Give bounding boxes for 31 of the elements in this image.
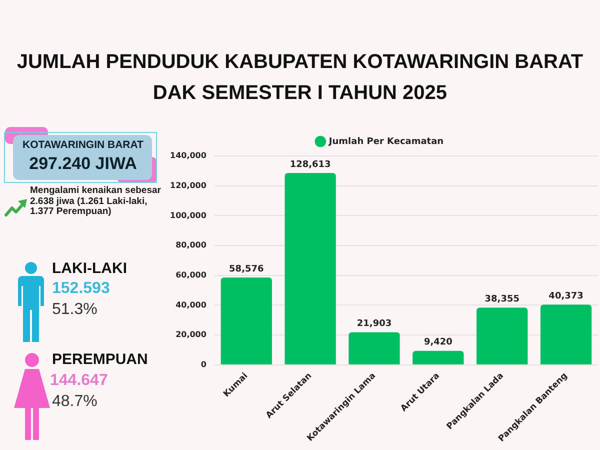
data-label: 58,576 [229, 264, 264, 274]
bar [540, 304, 592, 364]
y-tick-label: 40,000 [176, 300, 207, 310]
y-tick-label: 0 [200, 360, 207, 369]
text: LAKI-LAKI [52, 260, 127, 277]
text: PEREMPUAN [52, 351, 148, 368]
y-tick-label: 80,000 [176, 240, 207, 250]
legend-label: Jumlah Per Kecamatan [328, 136, 444, 147]
text: 152.593 [52, 280, 110, 298]
data-label: 9,420 [424, 338, 452, 348]
y-tick-label: 100,000 [170, 210, 207, 220]
data-label: 21,903 [356, 319, 392, 330]
bar [412, 350, 464, 364]
text: 51.3% [52, 301, 98, 319]
bar [284, 172, 336, 364]
y-tick-label: 140,000 [170, 151, 207, 160]
bar [348, 332, 400, 364]
bar [220, 278, 272, 364]
chart-title: JUMLAH PENDUDUK KABUPATEN KOTAWARINGIN BARAT DAK SEMESTER I TAHUN 2025 [16, 50, 584, 106]
text: 297.240 JIWA [28, 154, 138, 174]
data-label: 38,355 [484, 294, 520, 305]
text: 48.7% [52, 393, 98, 411]
data-label: 128,613 [290, 160, 331, 170]
bar [476, 308, 528, 364]
data-label: 40,373 [548, 292, 584, 302]
text: Mengalami kenaikan sebesar 2.638 jiwa (1.261 Laki-laki, 1.377 Perempuan) [30, 185, 162, 218]
text: KOTAWARINGIN BARAT [22, 139, 144, 151]
y-tick-label: 20,000 [176, 330, 207, 340]
y-tick-label: 60,000 [176, 270, 207, 280]
text: 144.647 [50, 372, 108, 390]
y-tick-label: 120,000 [170, 180, 207, 190]
